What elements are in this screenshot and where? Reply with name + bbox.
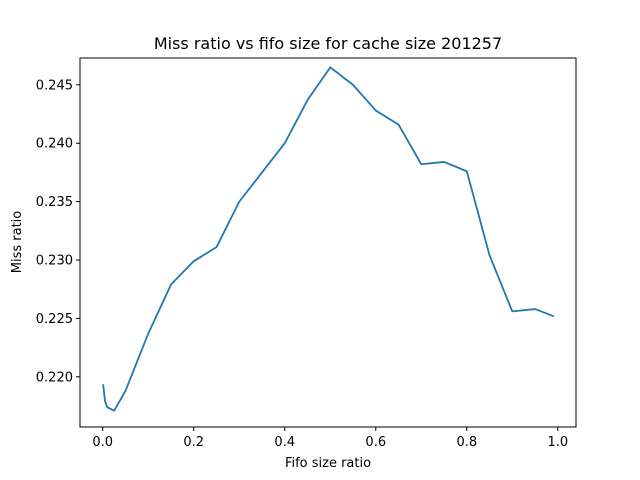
x-axis: 0.0 0.2 0.4 0.6 0.8 1.0	[92, 427, 568, 450]
x-tick-label: 0.0	[92, 435, 113, 450]
series-line-0	[102, 66, 555, 412]
chart-title: Miss ratio vs fifo size for cache size 2…	[154, 34, 502, 53]
y-axis: 0.220 0.225 0.230 0.235 0.240 0.245	[36, 78, 80, 385]
x-axis-label: Fifo size ratio	[285, 456, 371, 471]
y-tick-label: 0.230	[36, 254, 73, 269]
y-axis-label: Miss ratio	[10, 211, 25, 274]
plot-frame	[79, 57, 577, 428]
y-tick-label: 0.240	[36, 137, 73, 152]
x-tick-label: 0.4	[274, 435, 295, 450]
x-tick-label: 0.6	[365, 435, 386, 450]
y-tick-label: 0.235	[36, 195, 73, 210]
y-tick-label: 0.220	[36, 370, 73, 385]
y-tick-label: 0.245	[36, 78, 73, 93]
x-tick-label: 0.2	[183, 435, 204, 450]
plot-area	[79, 57, 577, 428]
x-tick-label: 0.8	[456, 435, 477, 450]
y-tick-label: 0.225	[36, 312, 73, 327]
x-tick-label: 1.0	[547, 435, 568, 450]
